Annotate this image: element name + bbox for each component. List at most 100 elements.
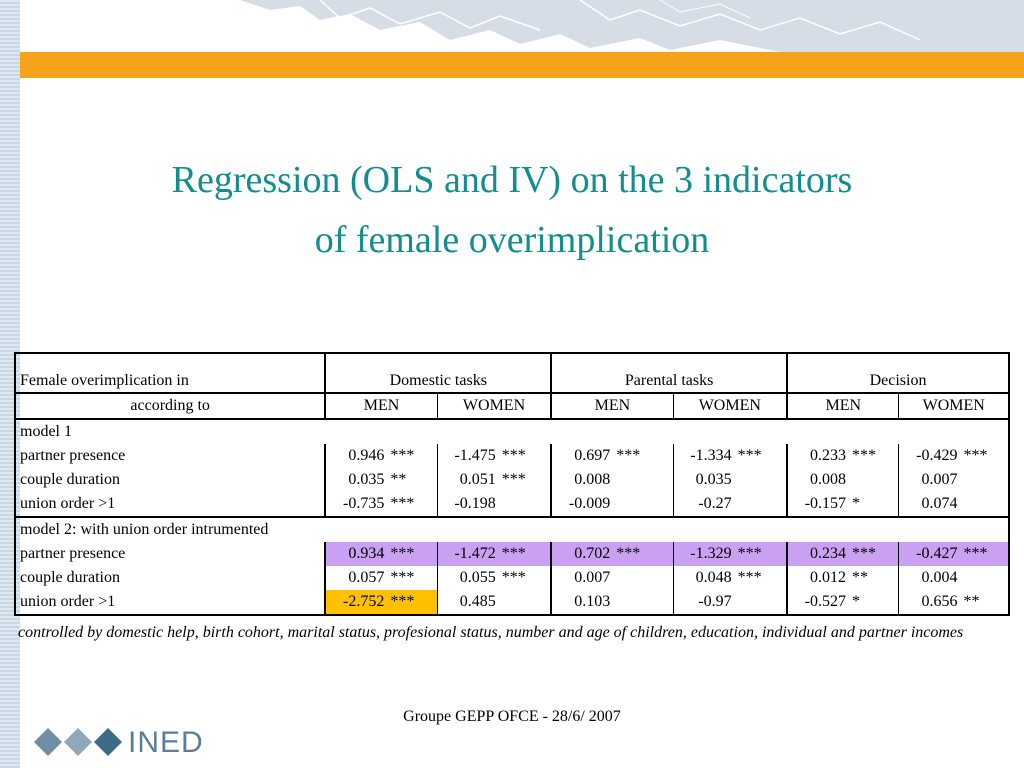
coef-value: 0.233 — [810, 447, 847, 464]
significance-stars: *** — [737, 545, 762, 562]
coef-cell: 0.048 *** — [672, 566, 788, 590]
coef-value: -1.329 — [690, 545, 732, 562]
significance-stars: *** — [852, 447, 877, 464]
subcol-women-decision: WOMEN — [898, 393, 1011, 420]
coef-cell: 0.007 — [898, 468, 1011, 492]
coef-cell: -0.427 *** — [898, 542, 1011, 566]
coef-value: -0.735 — [343, 495, 385, 512]
table-header-row-1: Female overimplication in Domestic tasks… — [13, 352, 1010, 394]
coef-value: 0.051 — [459, 471, 496, 488]
coef-value: 0.103 — [574, 593, 611, 610]
significance-stars: *** — [852, 545, 877, 562]
subcol-women-domestic: WOMEN — [436, 393, 552, 420]
coef-value: 0.035 — [695, 471, 732, 488]
coef-value: 0.035 — [348, 471, 385, 488]
significance-stars: *** — [390, 569, 415, 586]
coef-value: 0.946 — [348, 447, 385, 464]
model2-label-row: model 2: with union order intrumented — [14, 516, 1010, 542]
coef-value: -0.427 — [916, 545, 958, 562]
coef-cell: 0.656 ** — [898, 590, 1011, 616]
row-label: couple duration — [13, 468, 326, 492]
row-label: couple duration — [13, 566, 326, 590]
row-label: partner presence — [13, 542, 326, 566]
significance-stars: *** — [737, 447, 762, 464]
coef-value: -1.475 — [454, 447, 496, 464]
coef-cell: -0.27 — [672, 492, 788, 517]
coef-cell: 0.035 — [672, 468, 788, 492]
significance-stars: *** — [616, 545, 641, 562]
row-label: union order >1 — [13, 492, 326, 517]
significance-stars: *** — [963, 447, 988, 464]
table-row: partner presence 0.946 *** -1.475 *** 0.697 **… — [13, 444, 1011, 468]
map-background-icon — [240, 0, 1024, 52]
coef-value: 0.702 — [574, 545, 611, 562]
model1-label-row: model 1 — [14, 419, 1010, 444]
group-domestic-tasks: Domestic tasks — [324, 352, 552, 394]
coef-cell: -0.198 — [436, 492, 552, 517]
coef-cell: -0.527 * — [786, 590, 899, 616]
coef-value: -0.429 — [916, 447, 958, 464]
coef-cell: -2.752 *** — [324, 590, 438, 616]
coef-cell: -1.475 *** — [436, 444, 552, 468]
coef-value: 0.008 — [574, 471, 611, 488]
coef-value: -0.009 — [568, 495, 611, 512]
coef-cell: -0.009 — [550, 492, 674, 517]
coef-value: 0.055 — [459, 569, 496, 586]
significance-stars: * — [852, 593, 861, 610]
coef-cell: 0.702 *** — [550, 542, 674, 566]
header-map-banner — [20, 0, 1024, 52]
significance-stars: *** — [501, 447, 526, 464]
coef-cell: 0.008 — [786, 468, 899, 492]
coef-cell: 0.051 *** — [436, 468, 552, 492]
coef-value: 0.008 — [810, 471, 847, 488]
coef-cell: -1.329 *** — [672, 542, 788, 566]
coef-value: -0.27 — [698, 495, 732, 512]
coef-value: 0.234 — [810, 545, 847, 562]
coef-value: 0.656 — [921, 593, 958, 610]
coef-value: 0.007 — [574, 569, 611, 586]
model2-label: model 2: with union order intrumented — [14, 516, 1010, 542]
model1-label: model 1 — [14, 419, 1010, 444]
ined-logo-text: INED — [128, 726, 204, 759]
coef-cell: 0.934 *** — [324, 542, 438, 566]
coef-value: 0.057 — [348, 569, 385, 586]
significance-stars: ** — [963, 593, 980, 610]
coef-value: 0.697 — [574, 447, 611, 464]
significance-stars: ** — [852, 569, 869, 586]
table-row: couple duration 0.057 *** 0.055 *** 0.007 0.04… — [13, 566, 1011, 590]
header-label-2: according to — [13, 393, 326, 420]
coef-value: -1.472 — [454, 545, 496, 562]
title-line-1: Regression (OLS and IV) on the 3 indicat… — [171, 159, 853, 201]
coef-cell: -1.472 *** — [436, 542, 552, 566]
significance-stars: *** — [390, 545, 415, 562]
group-parental-tasks: Parental tasks — [550, 352, 788, 394]
coef-cell: 0.007 — [550, 566, 674, 590]
coef-value: -0.157 — [804, 495, 847, 512]
coef-value: 0.012 — [810, 569, 847, 586]
coef-cell: 0.012 ** — [786, 566, 899, 590]
orange-header-band — [20, 52, 1024, 78]
significance-stars: *** — [390, 593, 415, 610]
coef-cell: -1.334 *** — [672, 444, 788, 468]
controls-note: controlled by domestic help, birth cohor… — [18, 624, 964, 641]
subcol-men-domestic: MEN — [324, 393, 438, 420]
coef-value: 0.074 — [921, 495, 958, 512]
significance-stars: *** — [390, 447, 415, 464]
title-line-2: of female overimplication — [314, 219, 710, 261]
table-row: partner presence 0.934 *** -1.472 *** 0.702 **… — [13, 542, 1011, 566]
significance-stars: *** — [963, 545, 988, 562]
group-decision: Decision — [786, 352, 1010, 394]
coef-value: 0.007 — [921, 471, 958, 488]
row-label: partner presence — [13, 444, 326, 468]
diamonds-logo-icon — [34, 728, 122, 756]
table-row: couple duration 0.035 ** 0.051 *** 0.008 0.035… — [13, 468, 1011, 492]
significance-stars: *** — [501, 471, 526, 488]
row-label: union order >1 — [13, 590, 326, 616]
table-row: union order >1 -2.752 *** 0.485 0.103 -0.97 -0… — [13, 590, 1011, 616]
coef-cell: -0.157 * — [786, 492, 899, 517]
coef-cell: -0.735 *** — [324, 492, 438, 517]
coef-value: 0.485 — [459, 593, 496, 610]
coef-value: -0.198 — [454, 495, 496, 512]
coef-cell: -0.429 *** — [898, 444, 1011, 468]
coef-cell: -0.97 — [672, 590, 788, 616]
